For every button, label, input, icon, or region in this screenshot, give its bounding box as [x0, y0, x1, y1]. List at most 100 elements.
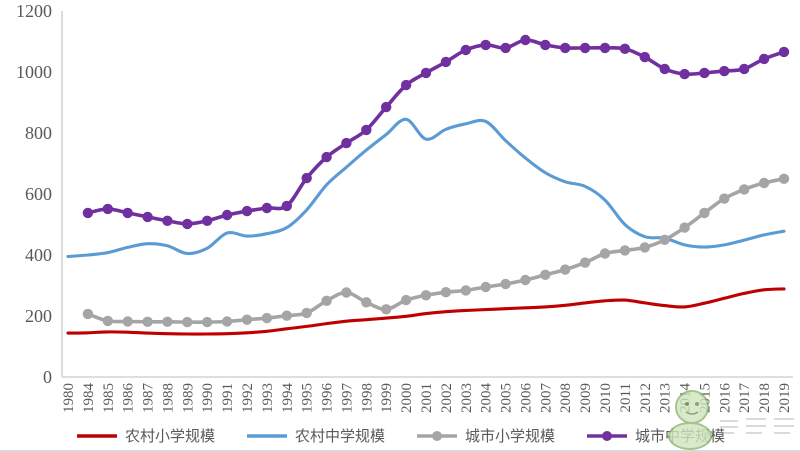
- x-tick-label: 2014: [678, 383, 694, 414]
- x-tick-label: 1989: [180, 383, 196, 413]
- data-point-marker: [659, 234, 670, 245]
- data-point-marker: [599, 42, 611, 54]
- legend-item-rural-middle-school-scale: 农村中学规模: [245, 425, 385, 446]
- data-point-marker: [739, 63, 750, 75]
- legend-line-dot-sample-icon: [587, 430, 628, 441]
- data-point-marker: [122, 207, 133, 219]
- legend-label: 城市中学规模: [635, 429, 726, 445]
- x-tick-label: 2008: [558, 383, 574, 413]
- data-point-marker: [321, 151, 332, 163]
- data-point-marker: [719, 65, 730, 77]
- x-tick-label: 2011: [618, 383, 634, 412]
- legend-item-rural-primary-school-scale: 农村小学规模: [75, 425, 215, 446]
- x-tick-label: 1997: [339, 383, 355, 414]
- data-point-marker: [639, 51, 650, 63]
- x-tick-label: 1993: [260, 383, 276, 413]
- data-point-marker: [241, 314, 253, 325]
- data-point-marker: [579, 42, 591, 54]
- data-point-marker: [540, 39, 551, 51]
- data-point-marker: [619, 43, 631, 54]
- x-tick-label: 2000: [399, 383, 415, 413]
- legend-item-urban-primary-school-scale: 城市小学规模: [415, 425, 555, 446]
- data-point-marker: [679, 68, 690, 80]
- x-tick-label: 2015: [697, 383, 713, 413]
- data-point-marker: [102, 315, 114, 327]
- x-tick-label: 2018: [757, 383, 773, 413]
- data-point-marker: [202, 215, 213, 226]
- legend-item-urban-middle-school-scale: 城市中学规模: [585, 425, 725, 446]
- data-point-marker: [221, 209, 233, 221]
- data-point-marker: [162, 316, 173, 327]
- data-point-marker: [659, 63, 670, 75]
- data-point-marker: [520, 274, 531, 286]
- data-point-marker: [679, 222, 690, 233]
- data-point-marker: [480, 281, 491, 293]
- data-point-marker: [281, 310, 292, 321]
- data-point-marker: [560, 264, 571, 275]
- x-tick-label: 1991: [220, 383, 236, 413]
- y-tick-label: 400: [25, 245, 52, 265]
- data-point-marker: [579, 257, 591, 268]
- legend-line-sample-icon: [246, 433, 287, 438]
- x-tick-label: 1995: [300, 383, 316, 413]
- x-tick-label: 2019: [777, 383, 793, 413]
- x-tick-label: 2017: [737, 383, 753, 414]
- x-tick-label: 1988: [160, 383, 176, 413]
- x-tick-label: 2007: [538, 383, 554, 414]
- x-tick-label: 1998: [359, 383, 375, 413]
- x-tick-label: 1992: [240, 383, 256, 413]
- y-tick-label: 800: [25, 123, 52, 143]
- x-tick-label: 2013: [658, 383, 674, 413]
- data-point-marker: [400, 79, 412, 91]
- data-point-marker: [758, 177, 770, 189]
- series-line-urban-middle-school-scale: [86, 38, 786, 226]
- data-point-marker: [400, 294, 412, 306]
- data-point-marker: [82, 207, 94, 219]
- data-point-marker: [420, 67, 432, 79]
- data-point-marker: [778, 173, 790, 184]
- x-tick-label: 1984: [81, 383, 97, 414]
- data-point-marker: [182, 316, 193, 328]
- y-tick-label: 600: [25, 184, 52, 204]
- data-point-marker: [699, 67, 710, 79]
- y-tick-label: 0: [43, 367, 52, 387]
- series-markers-urban-primary-school-scale: [82, 173, 790, 328]
- data-point-marker: [301, 172, 312, 184]
- data-point-marker: [440, 287, 452, 298]
- chart-legend: 农村小学规模 农村中学规模 城市小学规模 城市中学规模: [0, 425, 800, 446]
- data-point-marker: [739, 184, 750, 195]
- data-point-marker: [142, 211, 153, 223]
- legend-line-dot-sample-icon: [417, 430, 457, 441]
- data-point-marker: [202, 316, 213, 328]
- series-markers-urban-middle-school-scale: [82, 34, 790, 230]
- data-point-marker: [221, 316, 233, 327]
- data-point-marker: [599, 248, 611, 259]
- data-point-marker: [162, 215, 173, 226]
- x-tick-label: 2005: [499, 383, 515, 413]
- data-point-marker: [778, 46, 790, 58]
- x-tick-label: 1999: [379, 383, 395, 413]
- data-point-marker: [480, 39, 491, 51]
- data-point-marker: [82, 308, 94, 320]
- data-point-marker: [560, 42, 571, 54]
- x-tick-label: 2010: [598, 383, 614, 413]
- x-tick-label: 1996: [320, 383, 336, 414]
- x-tick-label: 2003: [459, 383, 475, 413]
- data-point-marker: [440, 56, 452, 68]
- data-point-marker: [420, 290, 432, 301]
- y-tick-label: 200: [25, 306, 52, 326]
- series-line-rural-primary-school-scale: [66, 287, 786, 336]
- data-point-marker: [102, 203, 114, 215]
- data-point-marker: [182, 218, 193, 230]
- legend-marker-dot: [602, 430, 613, 441]
- legend-label: 农村小学规模: [124, 429, 215, 445]
- legend-marker-dot: [432, 430, 442, 441]
- data-point-marker: [619, 245, 631, 256]
- data-point-marker: [241, 205, 253, 217]
- data-point-marker: [142, 316, 153, 327]
- x-tick-label: 1980: [61, 383, 77, 413]
- data-point-marker: [341, 137, 352, 149]
- legend-label: 农村中学规模: [294, 429, 385, 445]
- x-tick-label: 1990: [200, 383, 216, 413]
